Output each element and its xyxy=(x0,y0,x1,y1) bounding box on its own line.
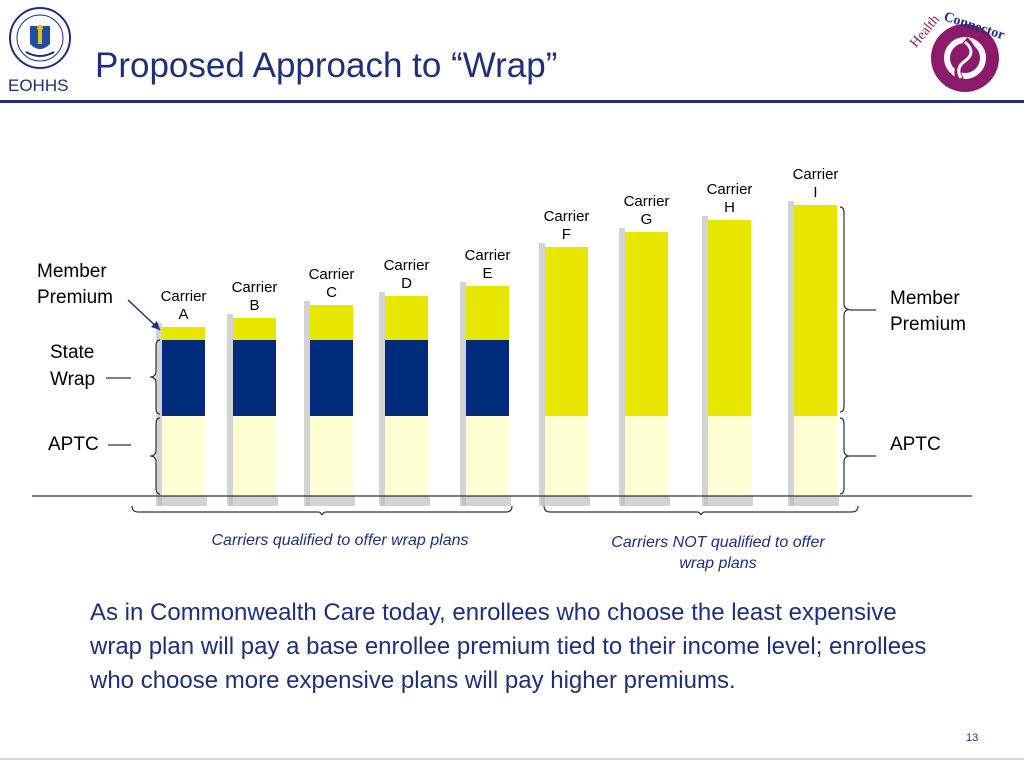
bar-segment-state-wrap xyxy=(466,340,509,416)
left-label-state-wrap: State xyxy=(50,342,94,363)
bar-segment-aptc xyxy=(466,416,509,496)
bar-segment-member-premium xyxy=(708,220,751,416)
bar-shadow xyxy=(619,228,625,506)
bar-segment-aptc xyxy=(708,416,751,496)
health-connector-logo-icon: Health Connector xyxy=(907,10,1006,92)
bar-shadow xyxy=(541,496,590,506)
carrier-label: Carrier xyxy=(793,166,839,183)
bar-shadow xyxy=(227,314,233,506)
carrier-label: Carrier xyxy=(544,208,590,225)
page-number: 13 xyxy=(966,732,979,744)
bar-segment-member-premium xyxy=(233,318,276,340)
carrier-label-letter: E xyxy=(482,265,492,282)
carrier-label-letter: H xyxy=(724,199,735,216)
aptc-brace-left xyxy=(149,417,161,495)
bar-segment-aptc xyxy=(162,416,205,496)
bar-segment-aptc xyxy=(545,416,588,496)
carrier-label: Carrier xyxy=(465,247,511,264)
left-label-state-wrap: Wrap xyxy=(50,369,95,390)
bar-shadow xyxy=(306,496,355,506)
bar-segment-aptc xyxy=(233,416,276,496)
not-qualified-note-line2: wrap plans xyxy=(679,555,757,572)
bar-shadow xyxy=(790,496,839,506)
bar-shadow xyxy=(621,496,670,506)
bar-segment-aptc xyxy=(794,416,837,496)
carrier-label: Carrier xyxy=(384,257,430,274)
carrier-label-letter: D xyxy=(401,275,412,292)
bar-shadow xyxy=(702,216,708,506)
carrier-label-letter: B xyxy=(249,297,259,314)
body-paragraph: As in Commonwealth Care today, enrollees… xyxy=(90,599,927,694)
bar-shadow xyxy=(158,496,207,506)
arrowhead-icon xyxy=(151,321,160,330)
bar-segment-member-premium xyxy=(794,205,837,416)
header-divider xyxy=(0,100,1024,103)
carrier-label: Carrier xyxy=(232,279,278,296)
carrier-label-letter: I xyxy=(813,184,817,201)
slide-header: EOHHS Proposed Approach to “Wrap” Health… xyxy=(0,0,1024,106)
bar-segment-member-premium xyxy=(545,247,588,416)
bar-segment-member-premium xyxy=(310,305,353,340)
qualified-group-brace xyxy=(131,505,513,515)
carrier-label-letter: A xyxy=(178,306,188,323)
bar-segment-member-premium xyxy=(625,232,668,416)
not-qualified-note-line1: Carriers NOT qualified to offer xyxy=(611,534,825,551)
bar-shadow xyxy=(304,301,310,506)
right-label-member-premium: Premium xyxy=(890,314,966,335)
bar-shadow xyxy=(462,496,511,506)
footer-divider xyxy=(0,758,1024,760)
bar-segment-aptc xyxy=(385,416,428,496)
bar-shadow xyxy=(229,496,278,506)
bar-shadow xyxy=(460,282,466,506)
carrier-label: Carrier xyxy=(161,288,207,305)
bar-segment-state-wrap xyxy=(233,340,276,416)
left-label-aptc: APTC xyxy=(48,434,99,455)
state-wrap-brace xyxy=(149,339,161,415)
bar-segment-member-premium xyxy=(162,327,205,340)
bar-shadow xyxy=(539,243,545,506)
carrier-label: Carrier xyxy=(624,193,670,210)
bar-segment-member-premium xyxy=(385,296,428,340)
qualified-carriers-note: Carriers qualified to offer wrap plans xyxy=(211,532,469,549)
carrier-label: Carrier xyxy=(309,266,355,283)
carrier-label-letter: C xyxy=(326,284,337,301)
bar-segment-aptc xyxy=(625,416,668,496)
aptc-brace-right xyxy=(839,417,851,495)
bar-segment-state-wrap xyxy=(385,340,428,416)
carrier-label-letter: F xyxy=(562,226,571,243)
bar-segment-aptc xyxy=(310,416,353,496)
member-premium-brace-right xyxy=(839,206,851,413)
bar-segment-state-wrap xyxy=(162,340,205,416)
right-label-aptc: APTC xyxy=(890,434,941,455)
right-label-member-premium: Member xyxy=(890,288,960,309)
bar-shadow xyxy=(379,292,385,506)
not-qualified-group-brace xyxy=(543,505,859,515)
bar-segment-state-wrap xyxy=(310,340,353,416)
bar-segment-member-premium xyxy=(466,286,509,340)
agency-label: EOHHS xyxy=(8,76,69,95)
bar-shadow xyxy=(381,496,430,506)
bar-shadow xyxy=(788,201,794,506)
bar-shadow xyxy=(704,496,753,506)
not-qualified-carriers-note: Carriers NOT qualified to offer wrap pla… xyxy=(560,532,876,574)
commonwealth-seal-icon xyxy=(9,7,71,69)
wrap-approach-chart: CarrierACarrierBCarrierCCarrierDCarrierE… xyxy=(32,166,972,515)
page-title: Proposed Approach to “Wrap” xyxy=(95,46,558,85)
left-label-member-premium: Member xyxy=(37,261,107,282)
carrier-label: Carrier xyxy=(707,181,753,198)
left-label-member-premium: Premium xyxy=(37,287,113,308)
carrier-label-letter: G xyxy=(641,211,653,228)
